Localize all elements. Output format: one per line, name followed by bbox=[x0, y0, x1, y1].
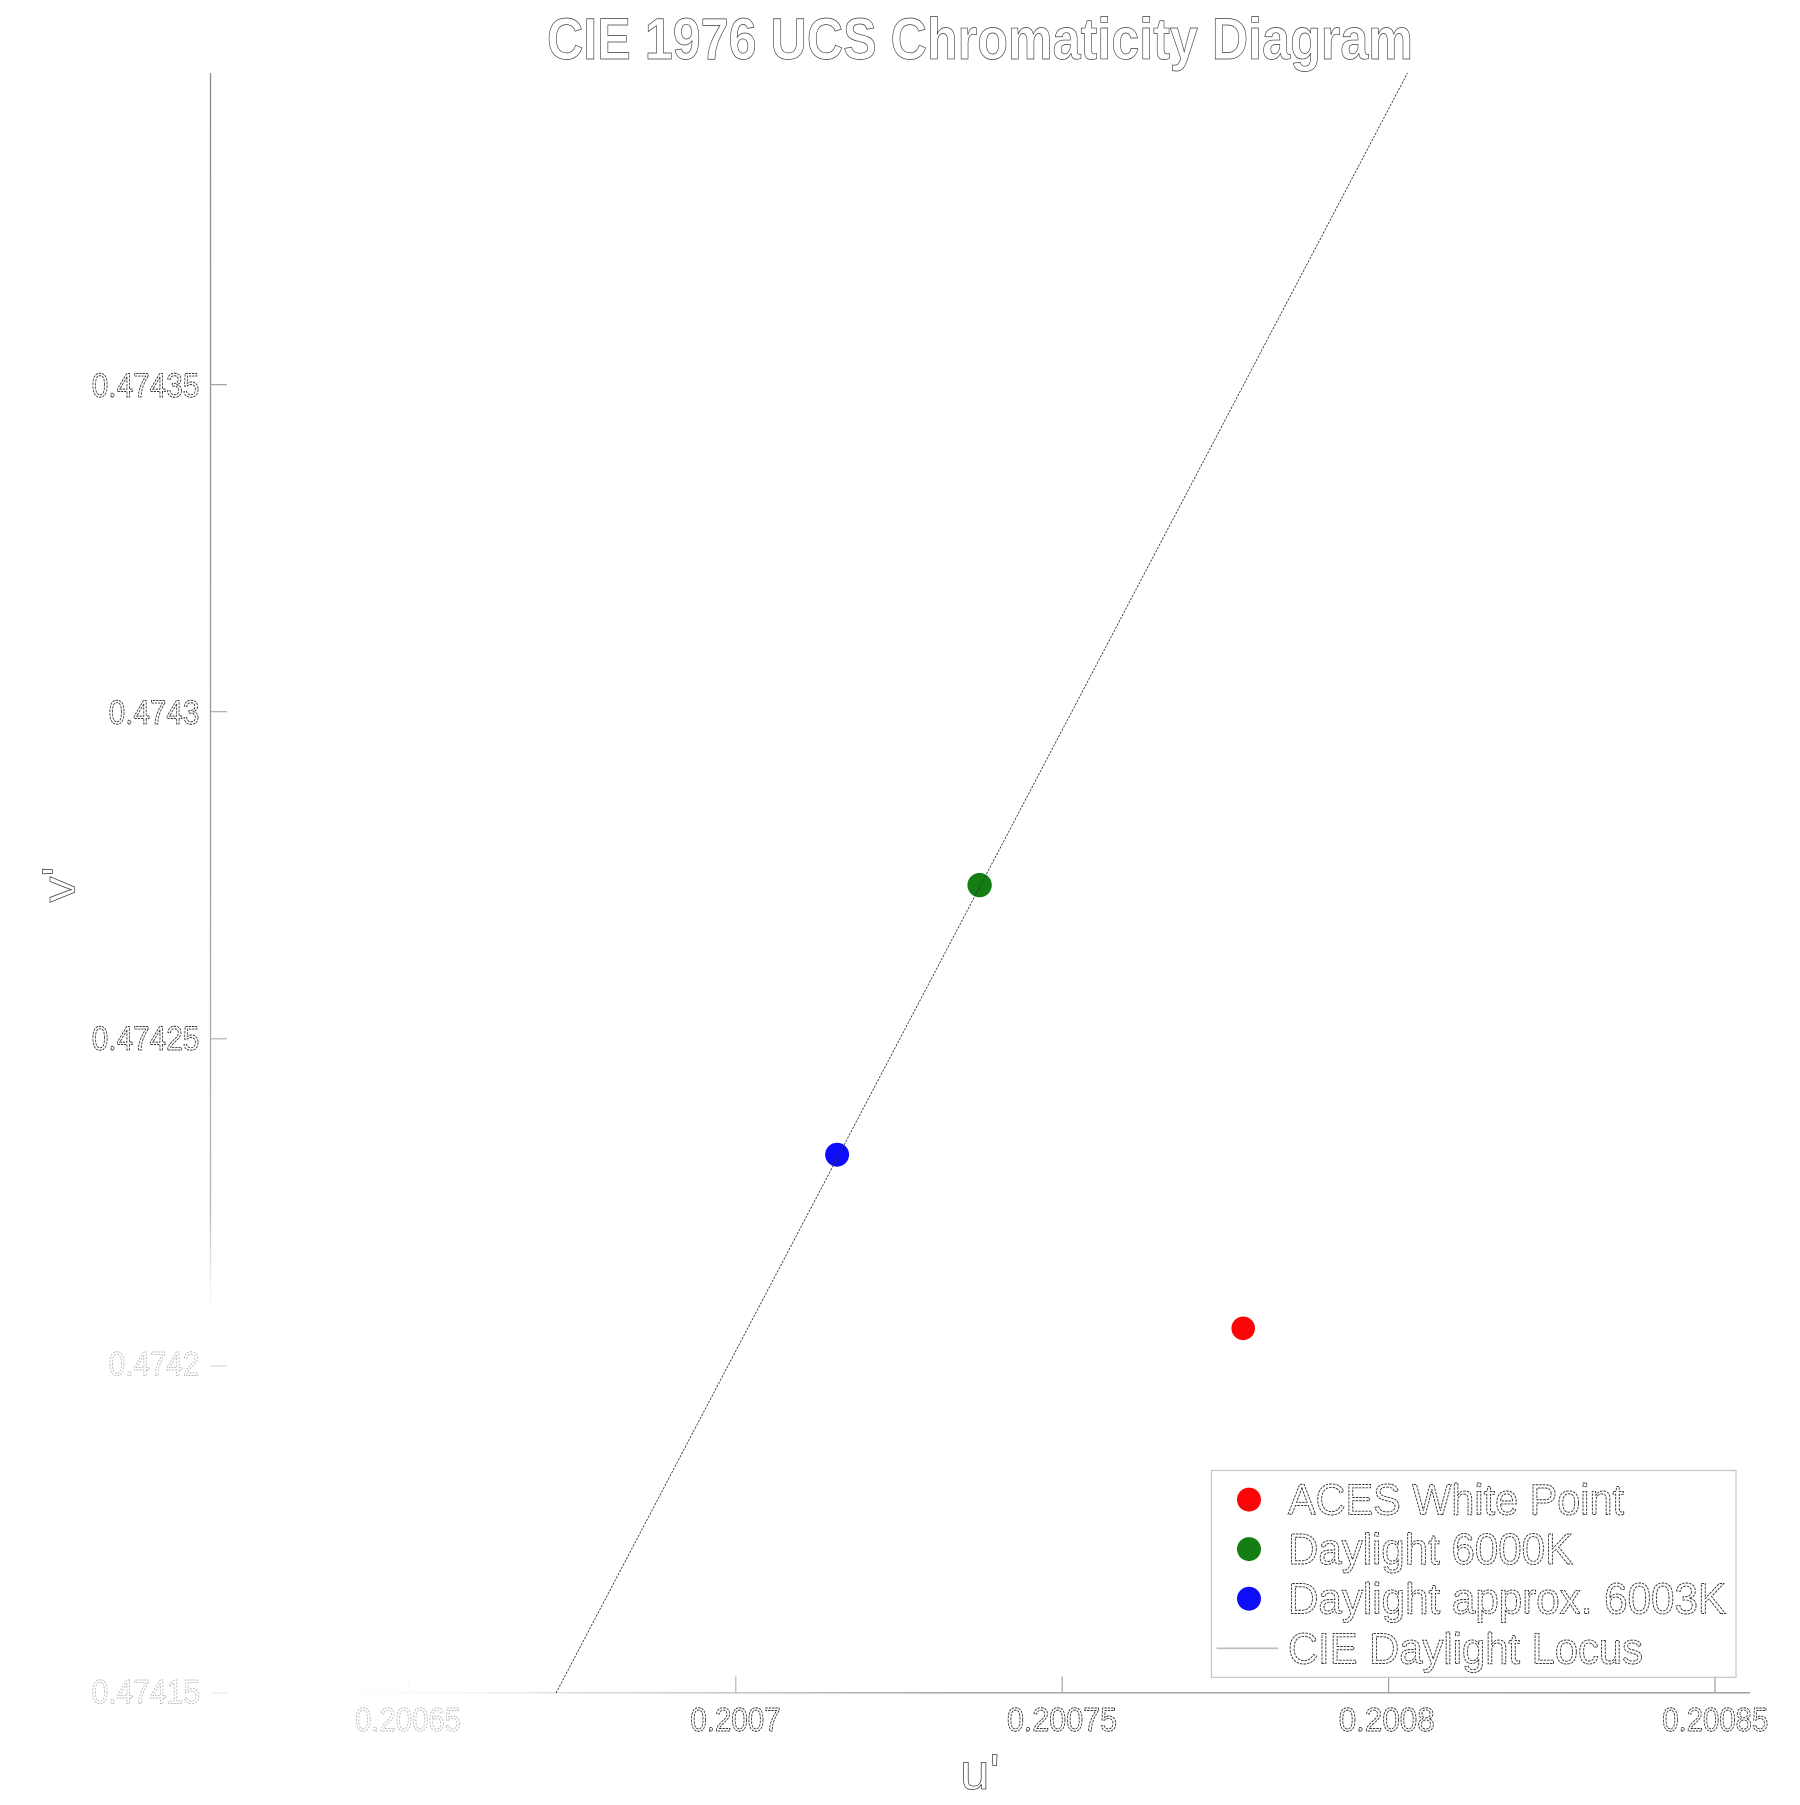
svg-text:0.4743: 0.4743 bbox=[109, 694, 200, 732]
svg-text:0.20085: 0.20085 bbox=[1662, 1701, 1768, 1738]
svg-text:0.47425: 0.47425 bbox=[92, 1020, 200, 1058]
svg-text:0.20065: 0.20065 bbox=[355, 1701, 461, 1738]
svg-text:CIE 1976 UCS Chromaticity Diag: CIE 1976 UCS Chromaticity Diagram bbox=[547, 7, 1413, 72]
svg-text:ACES White Point: ACES White Point bbox=[1288, 1477, 1624, 1525]
svg-text:0.2007: 0.2007 bbox=[690, 1701, 780, 1738]
svg-text:CIE Daylight Locus: CIE Daylight Locus bbox=[1288, 1625, 1643, 1673]
svg-text:Daylight 6000K: Daylight 6000K bbox=[1288, 1526, 1573, 1574]
svg-text:0.20075: 0.20075 bbox=[1007, 1701, 1117, 1738]
svg-text:0.4742: 0.4742 bbox=[109, 1346, 200, 1384]
svg-text:0.2008: 0.2008 bbox=[1339, 1701, 1435, 1738]
svg-text:0.47435: 0.47435 bbox=[92, 367, 200, 405]
svg-text:u': u' bbox=[960, 1744, 1000, 1800]
svg-text:Daylight approx. 6003K: Daylight approx. 6003K bbox=[1288, 1576, 1726, 1624]
svg-text:v': v' bbox=[33, 867, 85, 903]
svg-text:0.47415: 0.47415 bbox=[92, 1673, 200, 1711]
